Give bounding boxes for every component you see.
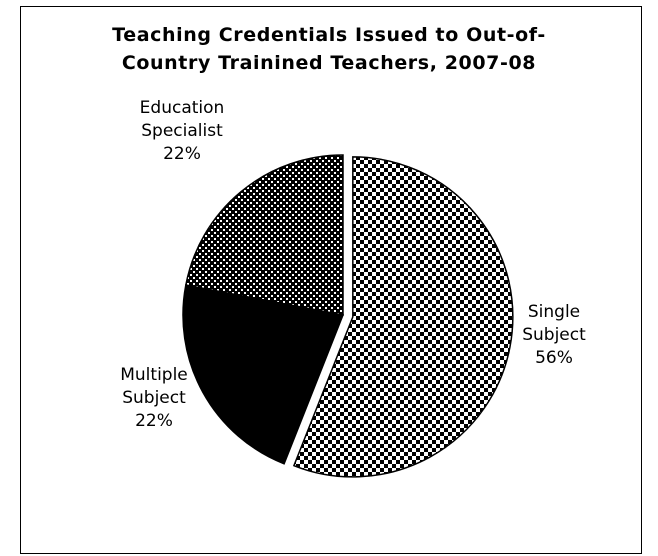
- slice-value-label: 22%: [135, 411, 173, 431]
- slice-name-label: Subject: [122, 388, 186, 408]
- slice-name-label: Subject: [522, 325, 586, 345]
- pie-slice-education-specialist: [184, 154, 344, 316]
- slice-value-label: 22%: [163, 144, 201, 164]
- chart-title-line-2: Country Trainined Teachers, 2007-08: [121, 52, 537, 74]
- slice-name-label: Specialist: [141, 121, 223, 141]
- chart-title-line-1: Teaching Credentials Issued to Out-of-: [112, 24, 546, 46]
- slice-name-label: Single: [528, 302, 580, 322]
- pie-slice-multiple-subject: [182, 284, 345, 465]
- slice-value-label: 56%: [535, 348, 573, 368]
- slice-name-label: Multiple: [120, 365, 188, 385]
- pie-slice-single-subject: [292, 156, 514, 478]
- slice-name-label: Education: [140, 98, 225, 118]
